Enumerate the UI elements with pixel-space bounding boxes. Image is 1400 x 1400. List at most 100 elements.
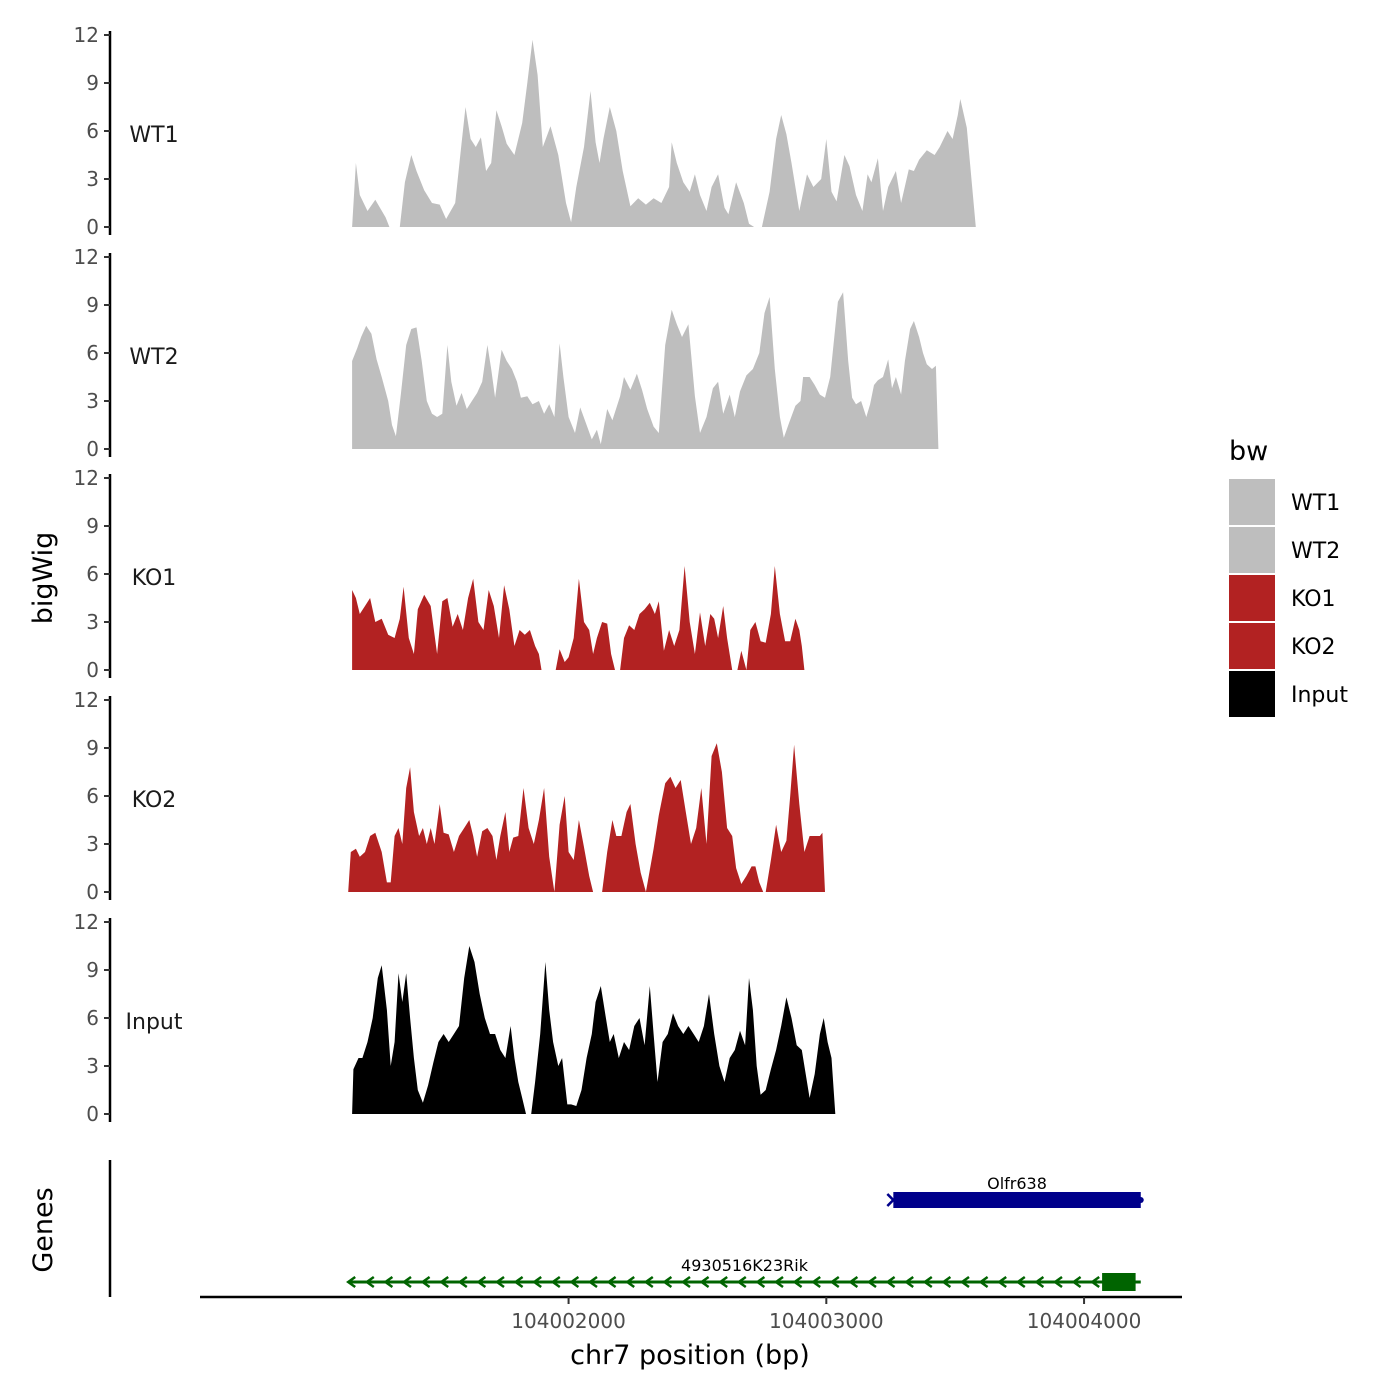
strand-arrow (959, 1275, 970, 1289)
x-axis-title: chr7 position (bp) (570, 1340, 810, 1371)
strand-arrow (904, 1275, 914, 1289)
strand-arrow (457, 1275, 468, 1289)
gene-body (893, 1192, 1141, 1208)
legend-label: KO1 (1291, 587, 1336, 612)
y-tick-label: 9 (86, 514, 99, 538)
strand-arrow (587, 1275, 598, 1289)
strand-arrow (680, 1275, 691, 1289)
track-label: Input (126, 1010, 183, 1035)
y-tick-label: 6 (86, 119, 99, 143)
strand-arrow (885, 1275, 896, 1289)
strand-arrow (997, 1275, 1007, 1289)
strand-arrow (662, 1275, 673, 1289)
gene-label: 4930516K23Rik (681, 1256, 809, 1275)
strand-arrow (401, 1275, 412, 1289)
y-tick-label: 6 (86, 784, 99, 808)
track-wt1: 0 3 6 9 12 WT1 (74, 23, 976, 239)
x-tick-label: 104004000 (1027, 1309, 1142, 1333)
x-tick-label: 104003000 (769, 1309, 884, 1333)
y-tick-label: 3 (86, 610, 99, 634)
legend-label: Input (1291, 683, 1348, 708)
x-axis: 104002000 104003000 104004000 (200, 1295, 1182, 1333)
strand-arrow (346, 1275, 356, 1289)
track-input: 0 3 6 9 12 Input (74, 910, 836, 1126)
gene-exon (1102, 1273, 1136, 1291)
y-tick-label: 0 (86, 880, 99, 904)
y-axis-title: bigWig (28, 532, 59, 625)
signal-area-ko2 (348, 743, 825, 892)
y-tick-label: 9 (86, 71, 99, 95)
strand-arrow (699, 1275, 710, 1289)
strand-arrow (718, 1275, 728, 1289)
y-tick-label: 12 (74, 466, 99, 490)
legend-label: WT1 (1291, 491, 1340, 516)
strand-arrow (439, 1275, 449, 1289)
legend-key-ko1 (1229, 575, 1275, 621)
legend-title: bw (1229, 436, 1268, 467)
track-wt2: 0 3 6 9 12 WT2 (74, 245, 939, 461)
strand-arrow (886, 1193, 896, 1207)
legend-key-wt1 (1229, 479, 1275, 525)
y-tick-label: 9 (86, 958, 99, 982)
strand-arrow (494, 1275, 505, 1289)
y-tick-label: 0 (86, 1102, 99, 1126)
signal-area-input (352, 946, 836, 1114)
strand-arrow (643, 1275, 654, 1289)
signal-area-ko1 (352, 566, 805, 670)
strand-arrow (1071, 1275, 1082, 1289)
strand-arrow (1034, 1275, 1045, 1289)
track-label: WT2 (129, 345, 178, 370)
y-tick-label: 6 (86, 562, 99, 586)
strand-arrow (476, 1275, 487, 1289)
genes-layer: Olfr638 4930516K23Rik (108, 1160, 1144, 1297)
y-tick-label: 0 (86, 437, 99, 461)
gene-end-marker (1137, 1197, 1144, 1203)
y-tick-label: 0 (86, 215, 99, 239)
strand-arrow (420, 1275, 431, 1289)
strand-arrow (773, 1275, 784, 1289)
legend-key-ko2 (1229, 623, 1275, 669)
gene-olfr638: Olfr638 (886, 1174, 1144, 1208)
strand-arrow (811, 1275, 821, 1289)
y-tick-label: 9 (86, 736, 99, 760)
strand-arrow (978, 1275, 989, 1289)
y-tick-label: 3 (86, 832, 99, 856)
legend-label: WT2 (1291, 539, 1340, 564)
track-label: KO2 (132, 788, 177, 813)
signal-area-wt1 (352, 39, 976, 227)
strand-arrow (383, 1275, 394, 1289)
strand-arrow (829, 1275, 840, 1289)
strand-arrow (848, 1275, 859, 1289)
gene-label: Olfr638 (987, 1174, 1047, 1193)
strand-arrow (569, 1275, 580, 1289)
y-tick-label: 6 (86, 1006, 99, 1030)
track-label: WT1 (129, 123, 178, 148)
legend-key-wt2 (1229, 527, 1275, 573)
signal-area-wt2 (352, 292, 939, 449)
tracks-layer: 0 3 6 9 12 WT1 0 3 6 9 12 WT2 0 3 6 9 12 KO1 0 3 6 9 12 KO2 0 3 6 9… (74, 23, 976, 1126)
strand-arrow (941, 1275, 952, 1289)
y-tick-label: 3 (86, 389, 99, 413)
strand-arrow (792, 1275, 803, 1289)
strand-arrow (532, 1275, 542, 1289)
genes-axis-title: Genes (28, 1187, 59, 1272)
y-tick-label: 3 (86, 1054, 99, 1078)
legend-label: KO2 (1291, 635, 1336, 660)
strand-arrow (1052, 1275, 1063, 1289)
strand-arrow (606, 1275, 617, 1289)
track-label: KO1 (132, 566, 177, 591)
strand-arrow (364, 1275, 375, 1289)
legend-key-input (1229, 671, 1275, 717)
y-tick-label: 6 (86, 341, 99, 365)
strand-arrow (866, 1275, 877, 1289)
strand-arrow (513, 1275, 524, 1289)
y-tick-label: 12 (74, 23, 99, 47)
strand-arrow (550, 1275, 561, 1289)
x-tick-label: 104002000 (511, 1309, 626, 1333)
legend: bw WT1 WT2 KO1 KO2 Input (1229, 436, 1348, 717)
strand-arrow (625, 1275, 635, 1289)
y-tick-label: 0 (86, 658, 99, 682)
gene-4930516k23rik: 4930516K23Rik (346, 1256, 1141, 1291)
strand-arrow (1015, 1275, 1026, 1289)
